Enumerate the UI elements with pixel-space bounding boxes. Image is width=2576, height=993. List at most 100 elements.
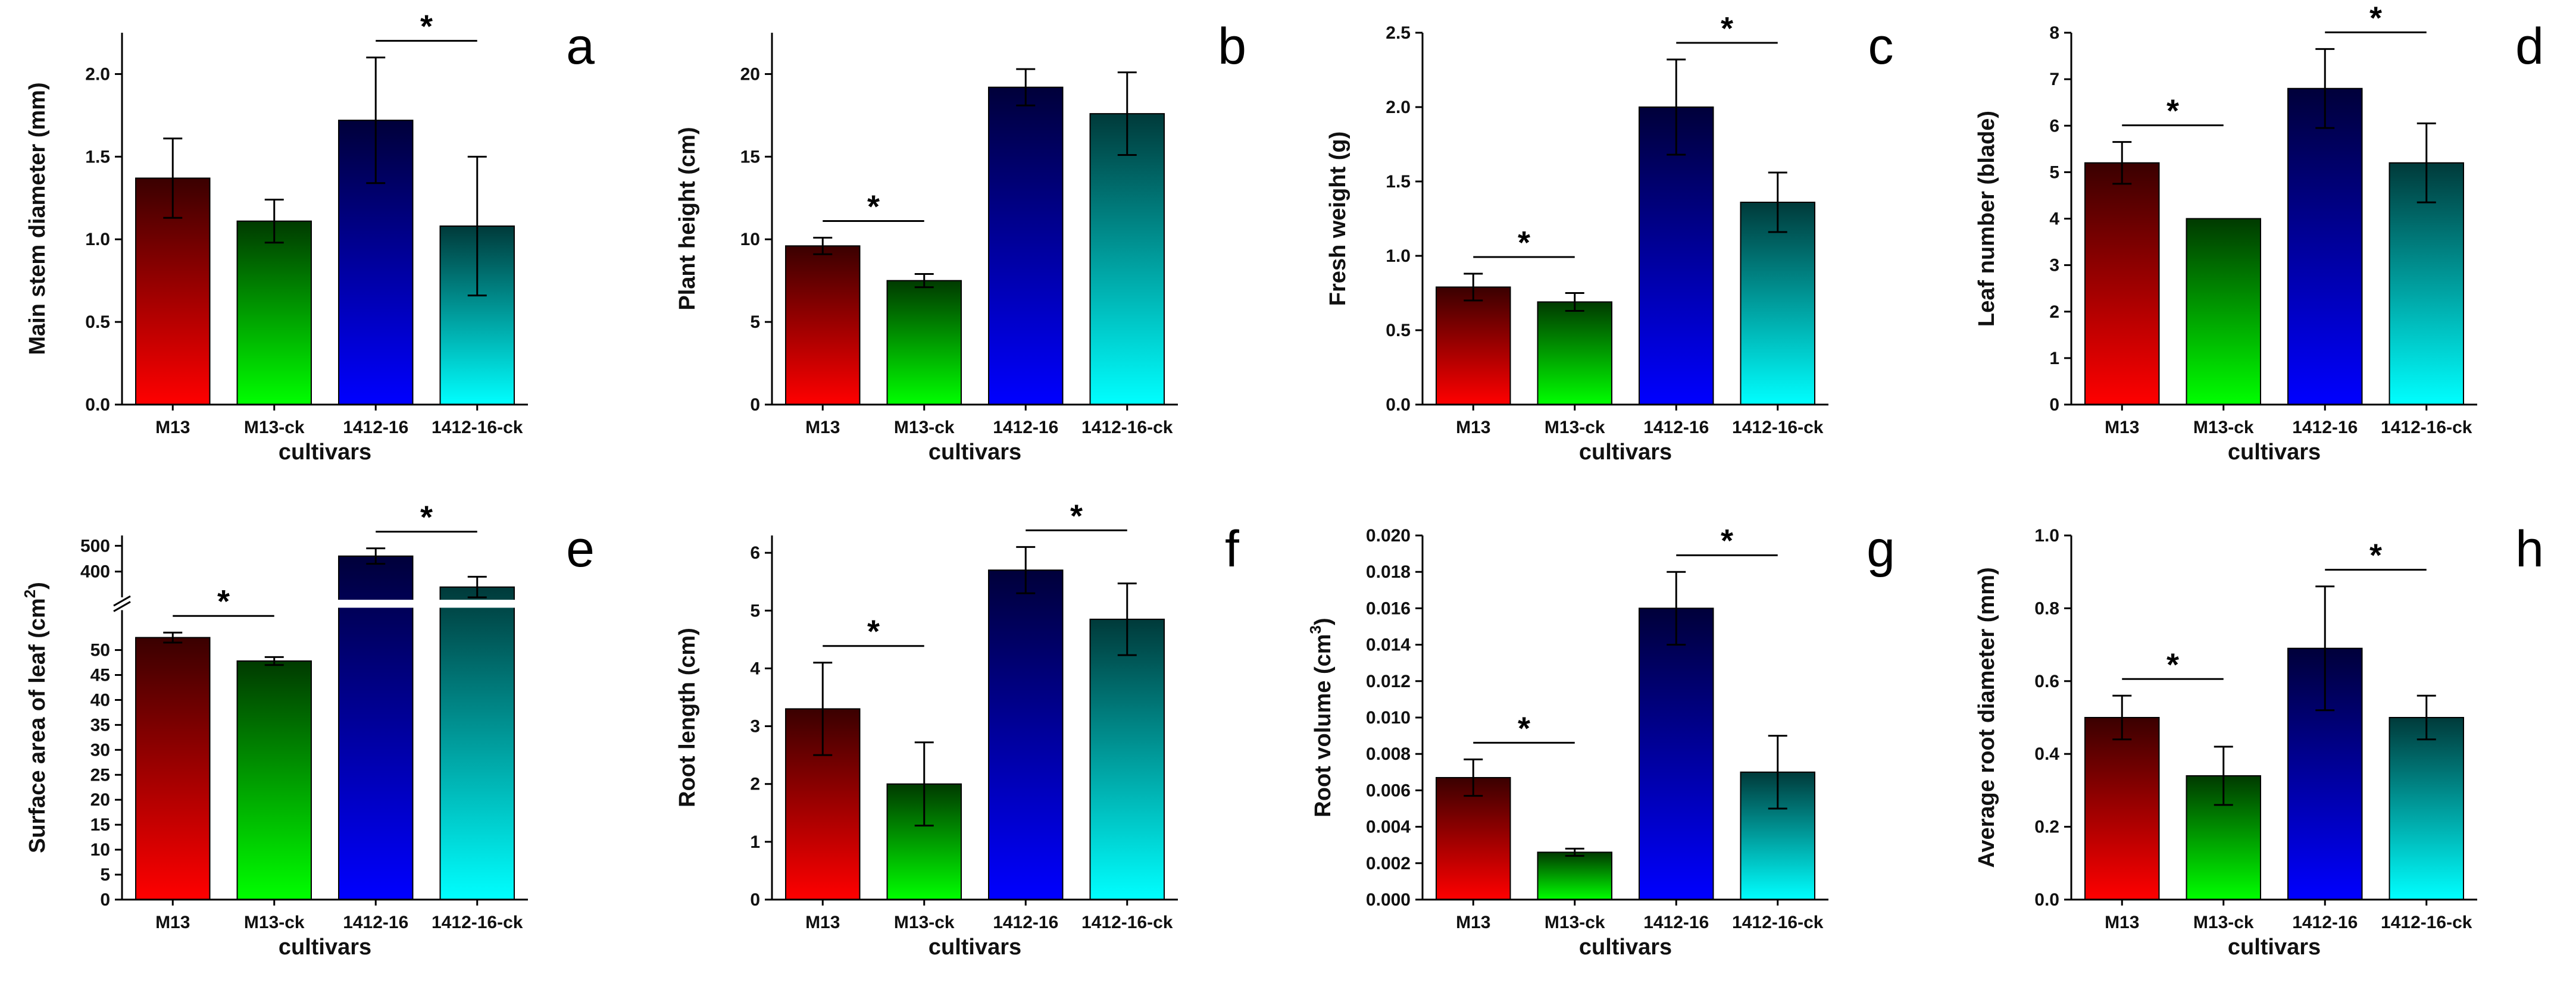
x-tick-label: 1412-16-ck <box>1081 913 1173 932</box>
significance-star: * <box>1721 523 1733 559</box>
x-axis-title: cultivars <box>929 935 1021 960</box>
y-tick-label: 7 <box>2049 70 2059 89</box>
y-axis-title: Plant height (cm) <box>675 127 700 310</box>
bar-M13 <box>135 637 211 900</box>
error-bar-1412-16 <box>2315 585 2335 712</box>
y-tick-label: 0.008 <box>1366 744 1411 764</box>
y-tick-label: 3 <box>2049 256 2059 275</box>
chart-panel-f: 0 1 2 3 4 5 6 M13 M13-ck 1412-16 1412-16-ck cultiva… <box>675 498 1240 960</box>
y-tick-label: 2.5 <box>1386 23 1411 43</box>
x-tick-label: 1412-16-ck <box>1081 418 1173 437</box>
y-tick-label: 25 <box>90 765 110 785</box>
error-bar-1412-16 <box>1667 571 1686 646</box>
significance-marker: * <box>2325 538 2427 574</box>
significance-marker: * <box>1026 498 1127 534</box>
y-tick-label: 2 <box>2049 302 2059 322</box>
error-bar-M13 <box>2112 694 2132 741</box>
significance-star: * <box>1070 498 1083 534</box>
error-bar-1412-16-ck <box>1117 71 1137 156</box>
bar-1412-16 <box>1639 106 1714 405</box>
bar-M13 <box>785 245 861 405</box>
x-tick-label: M13-ck <box>894 913 955 932</box>
significance-marker: * <box>1473 225 1575 261</box>
x-tick-label: 1412-16-ck <box>1732 913 1824 932</box>
x-axis-title: cultivars <box>2228 440 2321 465</box>
significance-marker: * <box>2122 93 2224 129</box>
y-tick-label: 0.5 <box>85 312 110 332</box>
bar-1412-16-ck <box>2389 717 2464 900</box>
panel-letter: b <box>1218 18 1246 75</box>
panel-letter: a <box>566 18 595 75</box>
axis-break-mark <box>113 601 131 612</box>
error-bar-M13-ck <box>264 199 284 244</box>
x-axis-title: cultivars <box>1579 440 1672 465</box>
x-tick-label: M13-ck <box>2193 913 2254 932</box>
y-tick-label: 2.0 <box>85 64 110 84</box>
y-tick-label: 1 <box>750 832 760 852</box>
x-tick-label: M13 <box>1456 913 1490 932</box>
y-axis-title: Root length (cm) <box>675 628 700 807</box>
x-tick-label: 1412-16 <box>1643 418 1709 437</box>
error-bar-1412-16 <box>1016 68 1036 106</box>
error-bar-M13 <box>2112 141 2132 185</box>
error-bar-M13-ck <box>914 273 934 289</box>
significance-star: * <box>2167 93 2179 129</box>
y-tick-label: 0.020 <box>1366 526 1411 546</box>
y-tick-label: 0.012 <box>1366 672 1411 691</box>
y-tick-label: 1.0 <box>85 230 110 249</box>
panel-letter: f <box>1225 521 1240 578</box>
x-tick-label: M13-ck <box>2193 418 2254 437</box>
significance-star: * <box>1518 710 1530 746</box>
y-tick-label: 5 <box>100 865 110 885</box>
bar-M13-ck <box>1537 851 1612 900</box>
error-bar-M13-ck <box>1565 292 1584 312</box>
significance-marker: * <box>376 9 477 45</box>
error-bar-M13-ck <box>1565 847 1584 857</box>
y-tick-label: 8 <box>2049 23 2059 43</box>
axis-break-mark <box>113 595 131 607</box>
significance-star: * <box>2167 647 2179 682</box>
y-tick-label: 0 <box>750 395 760 415</box>
error-bar-M13 <box>813 662 833 756</box>
x-tick-label: 1412-16 <box>993 913 1058 932</box>
y-tick-label: 0.2 <box>2034 817 2059 837</box>
significance-star: * <box>2369 538 2382 574</box>
y-tick-label: 3 <box>750 717 760 737</box>
chart-panel-e: 0 5 10 15 20 25 30 35 40 45 50 400 500 M13 M13-ck 1412-… <box>21 500 595 960</box>
x-tick-label: M13 <box>2105 418 2139 437</box>
panel-letter: g <box>1867 521 1895 578</box>
error-bar-M13 <box>813 236 833 255</box>
bar-M13-ck <box>2186 218 2261 405</box>
error-bar-1412-16 <box>1016 546 1036 594</box>
x-axis-title: cultivars <box>929 440 1021 465</box>
x-tick-label: 1412-16-ck <box>1732 418 1824 437</box>
y-tick-label: 20 <box>90 790 110 810</box>
significance-star: * <box>217 584 230 619</box>
error-bar-M13-ck <box>914 741 934 827</box>
y-axis-title: Root volume (cm3) <box>1306 618 1336 817</box>
significance-star: * <box>420 500 433 535</box>
y-tick-label: 500 <box>80 536 110 556</box>
error-bar-1412-16-ck <box>2416 694 2436 741</box>
y-tick-label: 50 <box>90 641 110 660</box>
y-tick-label: 5 <box>2049 162 2059 182</box>
x-tick-label: M13 <box>155 418 190 437</box>
bar-1412-16-ck <box>1089 618 1165 901</box>
panel-letter: e <box>566 521 595 578</box>
y-tick-label: 35 <box>90 715 110 735</box>
bar-1412-16-ck <box>1089 113 1165 405</box>
error-bar-1412-16-ck <box>467 155 487 297</box>
y-tick-label: 0.004 <box>1366 817 1411 837</box>
significance-star: * <box>867 189 880 224</box>
y-tick-label: 15 <box>740 147 760 167</box>
chart-panel-a: 0.0 0.5 1.0 1.5 2.0 M13 M13-ck 1412-16 1412-16-c… <box>25 9 595 465</box>
y-tick-label: 15 <box>90 815 110 835</box>
y-axis-title: Main stem diameter (mm) <box>25 82 50 355</box>
chart-panel-c: 0.0 0.5 1.0 1.5 2.0 2.5 M13 M13-ck 1412-16 1412-1… <box>1325 11 1894 465</box>
significance-marker: * <box>2122 647 2224 682</box>
x-tick-label: 1412-16 <box>2292 913 2358 932</box>
x-tick-label: 1412-16 <box>993 418 1058 437</box>
x-tick-label: M13 <box>2105 913 2139 932</box>
x-tick-label: M13 <box>155 913 190 932</box>
y-tick-label: 0.010 <box>1366 708 1411 728</box>
